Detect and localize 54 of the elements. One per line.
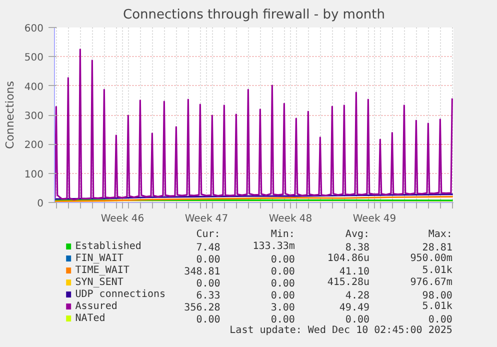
legend-label: Assured (75, 301, 118, 312)
chart-title: Connections through firewall - by month (123, 8, 385, 22)
text: 0.00 (196, 254, 220, 266)
text: 49.49 (339, 302, 370, 314)
text: 415.28u (327, 277, 370, 288)
text: 0.00 (270, 314, 295, 326)
text: 5.01k (422, 265, 452, 276)
legend-label: NATed (75, 313, 106, 324)
text: Max: (428, 229, 452, 240)
text: 0.00 (345, 314, 370, 326)
text: 976.67m (410, 277, 452, 288)
text: Avg: (345, 229, 370, 240)
text: 41.10 (339, 266, 370, 278)
x-tick-label: Week 49 (352, 214, 396, 224)
legend-label: SYN_SENT (75, 277, 124, 288)
text: 0.00 (196, 314, 220, 326)
legend-label: UDP connections (75, 289, 166, 300)
text: Min: (270, 229, 295, 240)
x-tick-label: Week 48 (268, 214, 312, 224)
line-series (54, 48, 453, 200)
legend-label: FIN_WAIT (75, 253, 124, 264)
text: 28.81 (422, 242, 452, 254)
text: 104.86u (327, 253, 370, 264)
legend-label: Established (75, 241, 142, 252)
text: 356.28 (184, 302, 220, 314)
text: 6.33 (196, 290, 220, 302)
text: 7.48 (196, 242, 220, 254)
text: 5.01k (422, 301, 452, 312)
text: 0.00 (270, 290, 295, 302)
text: 133.33m (252, 241, 295, 252)
text: 4.28 (345, 290, 370, 302)
y-tick-label: 300 (24, 111, 44, 122)
legend-label: TIME_WAIT (75, 265, 130, 276)
x-tick-label: Week 47 (184, 214, 228, 224)
text: 0.00 (196, 278, 220, 290)
text: 98.00 (422, 290, 452, 302)
text: 950.00m (410, 253, 452, 264)
text: Cur: (196, 229, 220, 240)
y-tick-label: 400 (24, 82, 44, 93)
y-tick-label: 200 (24, 140, 44, 152)
text: 3.00 (270, 302, 295, 314)
text: 0.00 (270, 254, 295, 266)
y-tick-label: 100 (24, 169, 44, 180)
x-tick-label: Week 46 (100, 214, 144, 224)
y-tick-label: 0 (37, 198, 44, 210)
text: 8.38 (345, 242, 370, 254)
text: 0.00 (428, 314, 452, 326)
y-tick-label: 600 (24, 24, 44, 34)
y-axis-title: Connections (3, 80, 16, 149)
text: 0.00 (270, 266, 295, 278)
y-tick-label: 500 (24, 52, 44, 64)
text: 0.00 (270, 278, 295, 290)
text: 348.81 (184, 266, 220, 278)
text: Last update: Wed Dec 10 02:45:00 2025 (230, 325, 452, 336)
